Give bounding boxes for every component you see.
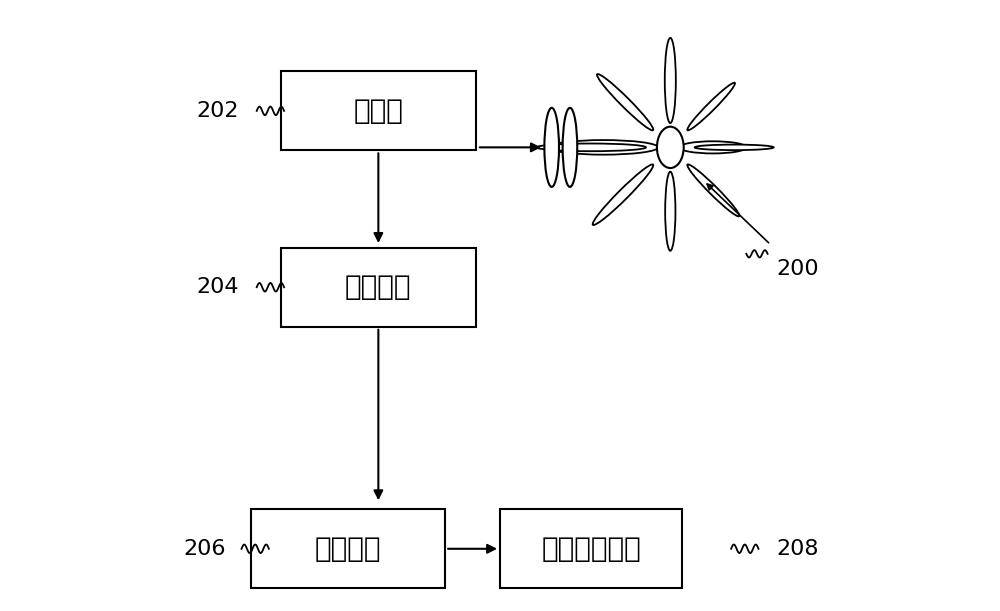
Ellipse shape <box>679 141 746 153</box>
Ellipse shape <box>544 108 559 187</box>
Ellipse shape <box>593 164 653 225</box>
Ellipse shape <box>687 82 735 130</box>
Text: 感测电路: 感测电路 <box>345 273 412 301</box>
Ellipse shape <box>665 38 676 123</box>
Ellipse shape <box>536 144 646 151</box>
Text: 影像重建单元: 影像重建单元 <box>541 535 641 563</box>
Text: 208: 208 <box>777 539 819 559</box>
Bar <box>281 71 476 150</box>
Ellipse shape <box>695 145 774 150</box>
Text: 204: 204 <box>196 277 238 298</box>
Bar <box>251 509 445 588</box>
Text: 运算单元: 运算单元 <box>315 535 381 563</box>
Ellipse shape <box>687 164 739 216</box>
Bar <box>500 509 682 588</box>
Ellipse shape <box>597 74 653 130</box>
Text: 206: 206 <box>184 539 226 559</box>
Text: 佦测器: 佦测器 <box>353 97 403 125</box>
Ellipse shape <box>657 126 684 168</box>
Ellipse shape <box>563 108 577 187</box>
Ellipse shape <box>665 172 675 251</box>
Ellipse shape <box>549 140 658 155</box>
Bar <box>281 247 476 327</box>
Text: 200: 200 <box>777 259 819 279</box>
Text: 202: 202 <box>196 101 238 121</box>
